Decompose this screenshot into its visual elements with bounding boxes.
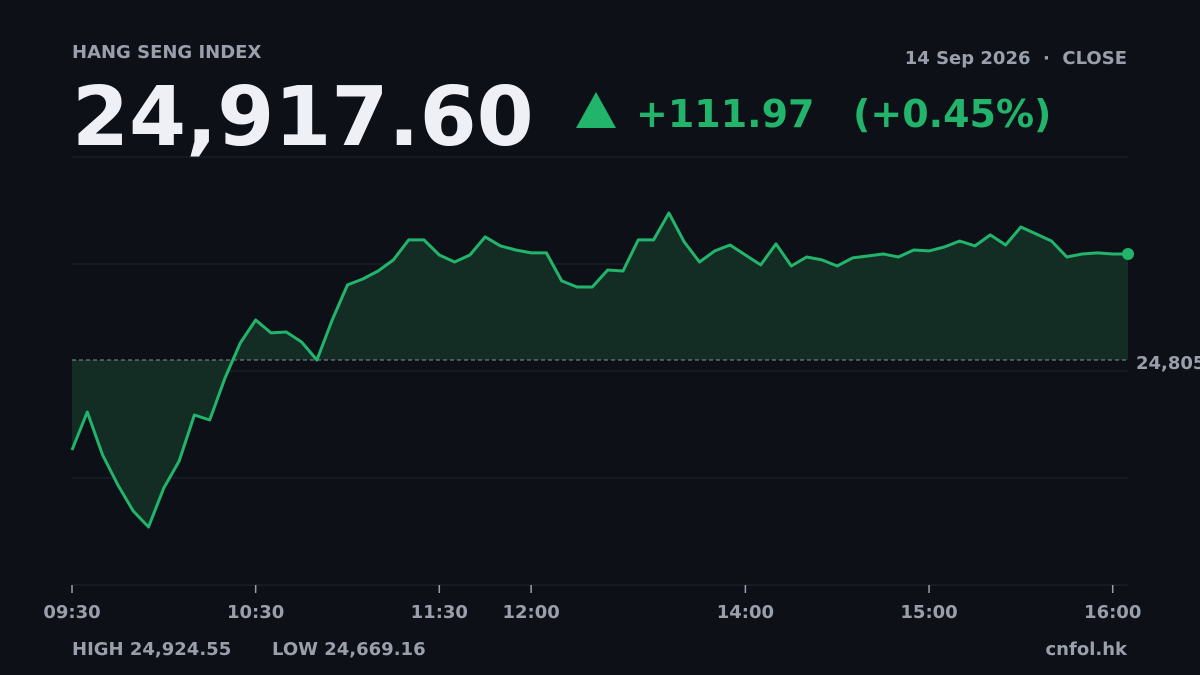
x-tick-label: 12:00: [502, 602, 559, 623]
x-tick-label: 14:00: [717, 602, 774, 623]
date-status: 14 Sep 2026 · CLOSE: [905, 48, 1127, 69]
x-tick-label: 16:00: [1084, 602, 1141, 623]
area: [72, 213, 1128, 527]
x-tick-label: 10:30: [227, 602, 284, 623]
high: HIGH 24,924.55: [72, 639, 231, 660]
last-point: [1122, 247, 1134, 260]
x-tick-label: 09:30: [43, 602, 100, 623]
up-arrow: [576, 92, 616, 128]
source: cnfol.hk: [1046, 639, 1129, 660]
change: +111.97: [636, 92, 814, 136]
reference-label: 24,805.63: [1136, 353, 1200, 374]
price: 24,917.60: [72, 70, 534, 165]
x-tick-label: 15:00: [900, 602, 957, 623]
x-tick-label: 11:30: [411, 602, 468, 623]
chart-title: HANG SENG INDEX: [72, 42, 261, 63]
change-pct: (+0.45%): [853, 92, 1051, 136]
low: LOW 24,669.16: [272, 639, 426, 660]
price-line: [70, 211, 1128, 529]
